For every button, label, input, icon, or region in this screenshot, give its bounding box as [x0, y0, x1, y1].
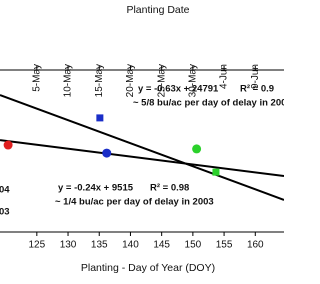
chart: Planting Date Planting - Day of Year (DO… [0, 4, 284, 274]
annotation: ~ 5/8 bu/ac per day of delay in 2004 [133, 98, 284, 109]
trend-line [0, 139, 284, 177]
annotation: R² = 0.98 [150, 183, 189, 194]
annotation: ~ 1/4 bu/ac per day of delay in 2003 [55, 197, 214, 208]
x-tick-label: 155 [216, 240, 233, 251]
point [96, 114, 104, 122]
x-tick-label: 140 [122, 240, 139, 251]
x-tick-label: 145 [153, 240, 170, 251]
top-tick-label: 9-Jun [250, 64, 261, 89]
top-tick-label: 4-Jun [219, 64, 230, 89]
top-tick-label: 30-May [188, 64, 199, 97]
annotation: y = -0.63x + 24791 [138, 84, 219, 95]
top-tick-label: 20-May [125, 64, 136, 97]
point [192, 144, 202, 154]
x-tick-label: 135 [91, 240, 108, 251]
x-tick-label: 125 [28, 240, 45, 251]
x-tick-label: 130 [60, 240, 77, 251]
point [102, 148, 112, 158]
point [212, 168, 220, 176]
x-tick-label: 160 [247, 240, 264, 251]
x-tick-label: 150 [185, 240, 202, 251]
legend-label: 03 [0, 207, 10, 218]
top-tick-label: 5-May [31, 64, 42, 92]
top-tick-label: 10-May [63, 64, 74, 97]
x-axis-title: Planting - Day of Year (DOY) [81, 262, 215, 274]
annotation: y = -0.24x + 9515 [58, 183, 134, 194]
top-tick-label: 15-May [94, 64, 105, 97]
trend-line [0, 94, 284, 201]
top-tick-label: 25-May [156, 64, 167, 97]
top-axis-title: Planting Date [126, 4, 189, 16]
legend-label: 04 [0, 185, 10, 196]
point [3, 140, 13, 150]
annotation: R² = 0.9 [240, 84, 274, 95]
